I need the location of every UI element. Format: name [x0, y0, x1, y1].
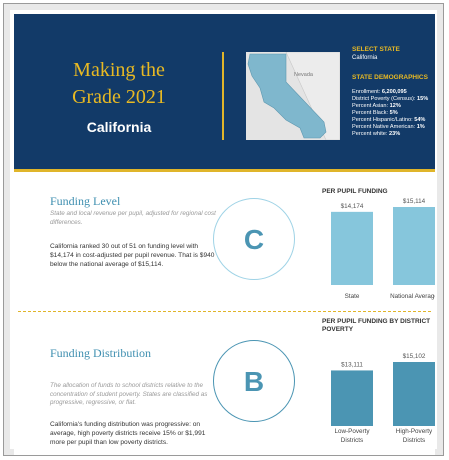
bar	[393, 207, 435, 285]
section-body: California ranked 30 out of 51 on fundin…	[50, 243, 215, 268]
bar	[331, 370, 373, 426]
bar-chart: PER PUPIL FUNDING BY DISTRICT POVERTY $13…	[322, 318, 435, 455]
demographic-value: 12%	[389, 103, 401, 109]
title-line: Grade 2021	[72, 86, 166, 108]
section-body: California's funding distribution was pr…	[50, 421, 206, 446]
header	[14, 14, 435, 170]
section-divider	[18, 311, 431, 312]
bar	[393, 362, 435, 426]
demographic-label: Percent Asian:	[352, 103, 389, 109]
map: Nevada	[246, 52, 340, 140]
section-description: State and local revenue per pupil, adjus…	[50, 210, 216, 226]
value-label: $13,111	[341, 361, 363, 368]
grade: B	[243, 366, 265, 397]
demographic-row: Percent white: 23%	[352, 131, 428, 138]
demographic-value: 54%	[414, 117, 426, 123]
demographic-value: 1%	[416, 124, 425, 130]
map-label: Nevada	[294, 72, 314, 78]
bar-chart: PER PUPIL FUNDING $14,174 $15,114 State Nati…	[322, 188, 435, 308]
title: Making the Grade 2021	[54, 57, 184, 111]
section-description: The allocation of funds to school distri…	[50, 382, 208, 406]
demographic-value: 5%	[389, 110, 398, 116]
chart-title: PER PUPIL FUNDING	[322, 188, 388, 195]
frame	[3, 3, 444, 456]
value-label: $15,102	[403, 353, 426, 360]
category-label: High-Poverty Districts	[395, 428, 433, 444]
demographic-label: Percent Black:	[352, 110, 389, 116]
demographic-row: Enrollment: 6,200,095	[352, 89, 428, 96]
demographic-value: 15%	[416, 96, 429, 102]
demographic-label: Percent white:	[352, 131, 388, 137]
grade: C	[243, 224, 265, 255]
category-label: National Average	[390, 293, 435, 300]
map-state	[247, 53, 327, 139]
category-label: State	[344, 293, 360, 300]
section-title: Funding Level	[50, 194, 121, 208]
section-title: Funding Distribution	[50, 346, 152, 360]
category-label: Low-Poverty Districts	[334, 428, 370, 444]
grade-circle	[213, 198, 295, 280]
chart-plot: $14,174 $15,114	[331, 198, 435, 285]
demographic-row: District Poverty (Census): 15%	[352, 96, 428, 103]
demographic-value: 23%	[389, 131, 401, 137]
title-line: Making the	[73, 59, 165, 81]
chart-title: PER PUPIL FUNDING BY DISTRICT POVERTY	[322, 318, 431, 333]
demographics: Enrollment: 6,200,095 District Poverty (C…	[352, 89, 428, 138]
value-label: $15,114	[403, 198, 426, 205]
demographic-value: 6,200,095	[381, 89, 407, 95]
demographic-row: Percent Asian: 12%	[352, 103, 428, 110]
bar	[331, 211, 373, 285]
demographic-label: Percent Hispanic/Latino:	[352, 117, 413, 123]
chart-plot: $13,111 $15,102	[331, 353, 435, 426]
select-value[interactable]: California	[352, 55, 378, 61]
grade-circle	[213, 340, 295, 422]
demographic-label: Enrollment:	[352, 89, 381, 95]
value-label: $14,174	[341, 203, 364, 210]
demographic-row: Percent Black: 5%	[352, 110, 428, 117]
demographic-row: Percent Hispanic/Latino: 54%	[352, 117, 428, 124]
select-label[interactable]: SELECT STATE	[352, 46, 400, 53]
demographics-title: STATE DEMOGRAPHICS	[352, 74, 428, 81]
state-name: California	[86, 119, 152, 135]
report: Making the Grade 2021 California Nevada …	[14, 14, 435, 455]
demographic-row: Percent Native American: 1%	[352, 124, 428, 131]
header-stripe	[14, 169, 435, 172]
divider	[222, 52, 224, 140]
demographic-label: District Poverty (Census):	[352, 96, 416, 102]
demographic-label: Percent Native American:	[352, 124, 416, 130]
